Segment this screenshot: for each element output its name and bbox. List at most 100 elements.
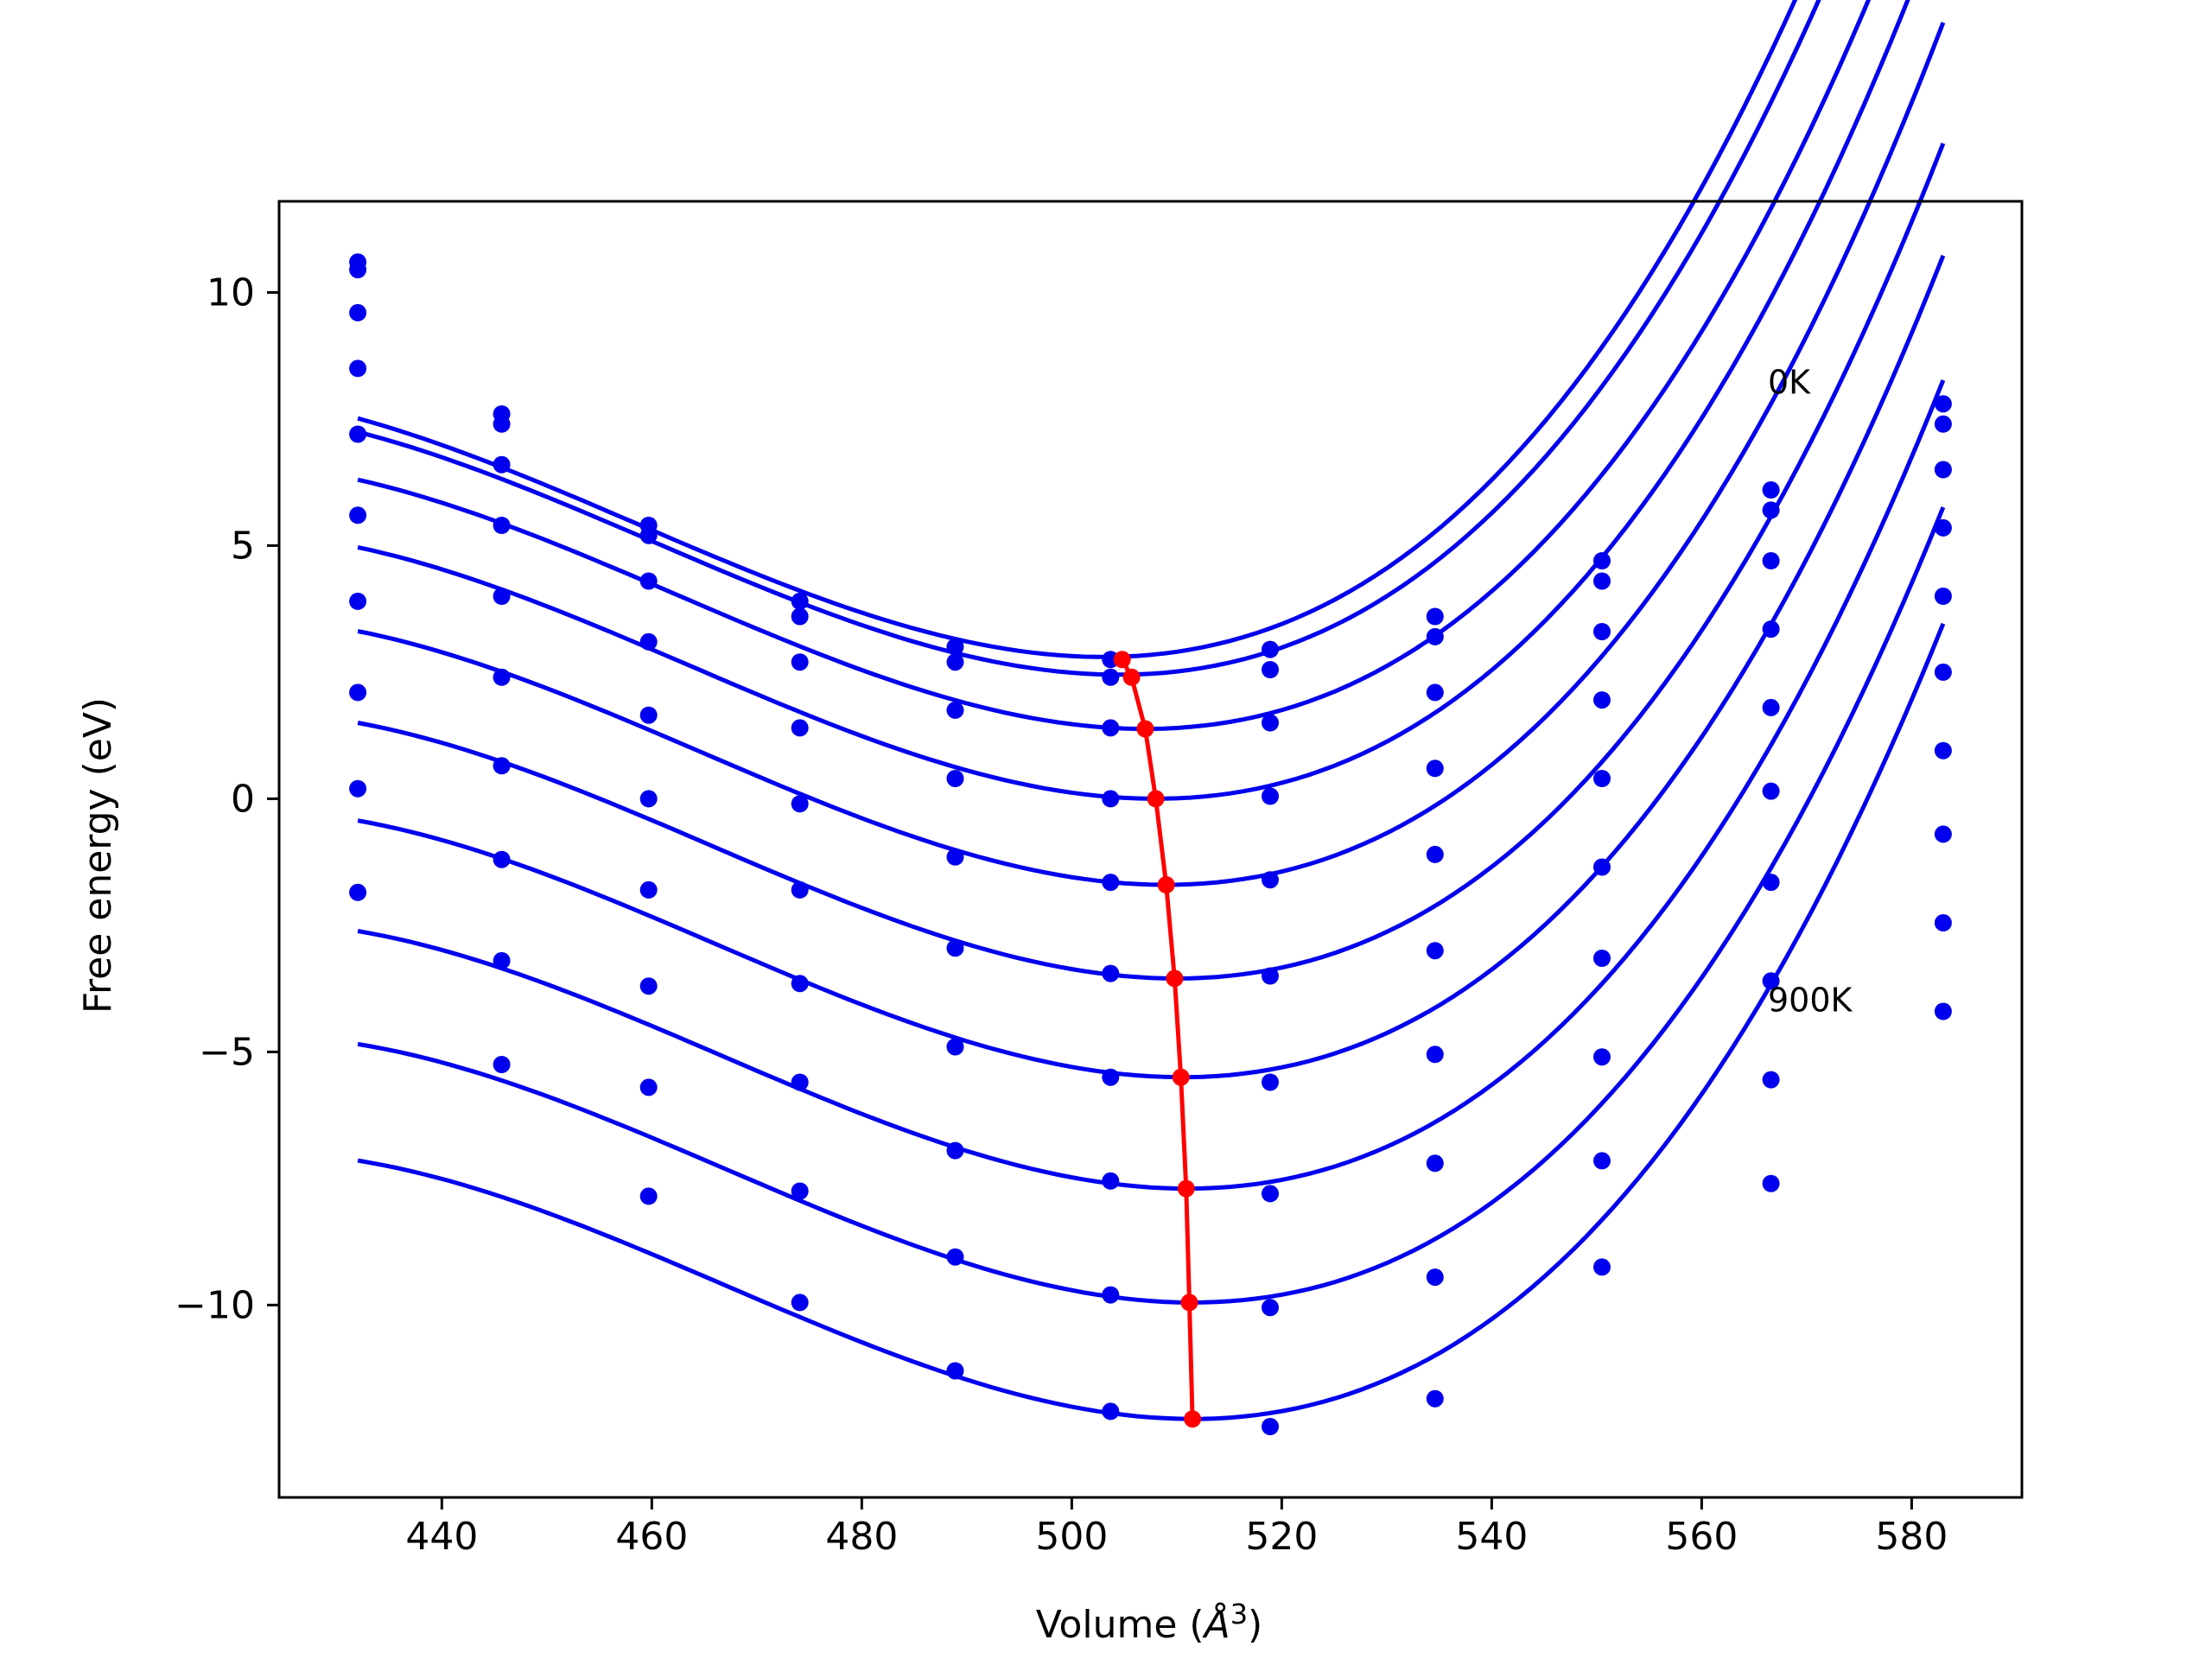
x-tick-label: 520 bbox=[1245, 1515, 1318, 1559]
data-point bbox=[946, 770, 964, 787]
data-point bbox=[791, 607, 809, 626]
x-axis-ticks: 440 460 480 500 520 540 560 580 bbox=[405, 1497, 1948, 1559]
y-tick-label: 0 bbox=[231, 777, 255, 821]
data-point bbox=[1762, 481, 1780, 499]
data-point bbox=[791, 1182, 809, 1200]
data-point bbox=[1762, 501, 1780, 519]
data-point bbox=[493, 1056, 511, 1073]
data-point bbox=[639, 572, 658, 590]
x-tick-label: 560 bbox=[1665, 1515, 1738, 1559]
data-point bbox=[946, 848, 964, 866]
data-point bbox=[1426, 760, 1444, 778]
fit-curve-6 bbox=[357, 143, 1946, 981]
data-point bbox=[1762, 1174, 1780, 1192]
data-point bbox=[946, 939, 964, 957]
temperature-annotation: 0K bbox=[1768, 364, 1811, 402]
data-point bbox=[791, 719, 809, 737]
fit-curve-1 bbox=[357, 0, 1798, 659]
data-point bbox=[946, 653, 964, 671]
data-point bbox=[1593, 950, 1611, 967]
x-tick-label: 440 bbox=[405, 1515, 478, 1559]
data-point bbox=[1934, 741, 1952, 760]
data-point bbox=[791, 795, 809, 813]
data-point bbox=[1593, 770, 1611, 787]
data-point bbox=[1426, 607, 1444, 626]
data-point bbox=[493, 415, 511, 433]
x-tick-label: 460 bbox=[615, 1515, 688, 1559]
data-point bbox=[1762, 1071, 1780, 1089]
data-point bbox=[1262, 714, 1279, 732]
data-point bbox=[1593, 552, 1611, 569]
temperature-annotation: 900K bbox=[1768, 982, 1853, 1020]
data-point bbox=[791, 592, 809, 610]
data-point bbox=[1262, 787, 1279, 805]
data-point bbox=[1593, 858, 1611, 876]
data-point bbox=[1934, 588, 1952, 605]
data-point bbox=[946, 638, 964, 656]
data-point bbox=[1262, 1073, 1279, 1091]
data-point bbox=[639, 706, 658, 724]
data-point bbox=[1934, 518, 1952, 537]
data-point bbox=[791, 1073, 809, 1091]
data-point bbox=[791, 653, 809, 671]
x-tick-label: 500 bbox=[1035, 1515, 1108, 1559]
data-point bbox=[493, 588, 511, 605]
data-point bbox=[1262, 640, 1279, 658]
data-point bbox=[1426, 942, 1444, 960]
y-tick-label: −10 bbox=[175, 1283, 255, 1327]
fit-curve-8 bbox=[357, 379, 1946, 1192]
fit-curve-10 bbox=[357, 622, 1946, 1421]
data-point bbox=[639, 790, 658, 808]
data-point bbox=[946, 1141, 964, 1160]
data-point bbox=[493, 668, 511, 686]
data-point bbox=[1262, 1418, 1279, 1435]
data-point bbox=[349, 883, 367, 901]
data-point bbox=[1262, 1185, 1279, 1203]
y-tick-label: −5 bbox=[199, 1030, 255, 1074]
data-point bbox=[1762, 782, 1780, 800]
data-point bbox=[493, 951, 511, 969]
data-point bbox=[1934, 914, 1952, 931]
minimum-line bbox=[1120, 658, 1195, 1420]
data-point bbox=[1102, 1172, 1120, 1190]
minimum-point bbox=[1172, 1068, 1190, 1086]
data-point bbox=[1102, 874, 1120, 892]
data-point bbox=[946, 1362, 964, 1380]
data-point bbox=[493, 850, 511, 868]
data-point bbox=[1102, 1068, 1120, 1086]
data-point bbox=[1593, 623, 1611, 640]
data-point bbox=[1593, 572, 1611, 590]
data-point bbox=[1593, 1048, 1611, 1066]
data-point bbox=[1762, 552, 1780, 569]
data-point bbox=[1102, 719, 1120, 737]
data-point bbox=[349, 425, 367, 443]
data-point bbox=[1102, 668, 1120, 686]
minimum-point bbox=[1166, 969, 1184, 988]
data-point bbox=[1934, 395, 1952, 413]
minimum-point bbox=[1180, 1294, 1198, 1312]
data-point bbox=[1102, 790, 1120, 808]
data-point bbox=[349, 261, 367, 279]
data-point bbox=[493, 757, 511, 775]
data-point bbox=[1934, 461, 1952, 479]
data-point bbox=[1102, 964, 1120, 982]
x-tick-label: 480 bbox=[825, 1515, 898, 1559]
plot-frame bbox=[277, 200, 2024, 1499]
x-tick-label: 580 bbox=[1875, 1515, 1948, 1559]
data-point bbox=[1102, 1286, 1120, 1304]
data-point bbox=[1593, 1258, 1611, 1276]
data-point bbox=[1762, 874, 1780, 892]
data-point bbox=[349, 506, 367, 524]
y-tick-label: 5 bbox=[231, 524, 255, 568]
minimum-point bbox=[1177, 1179, 1195, 1198]
minimum-curve bbox=[1113, 651, 1202, 1428]
data-point bbox=[493, 455, 511, 474]
data-point bbox=[1593, 691, 1611, 709]
fit-curve-9 bbox=[357, 506, 1946, 1305]
data-point bbox=[639, 880, 658, 899]
minimum-point bbox=[1147, 790, 1165, 808]
data-point bbox=[1426, 683, 1444, 702]
data-point bbox=[1934, 1002, 1952, 1020]
y-axis-label: Free energy (eV) bbox=[76, 697, 120, 1014]
